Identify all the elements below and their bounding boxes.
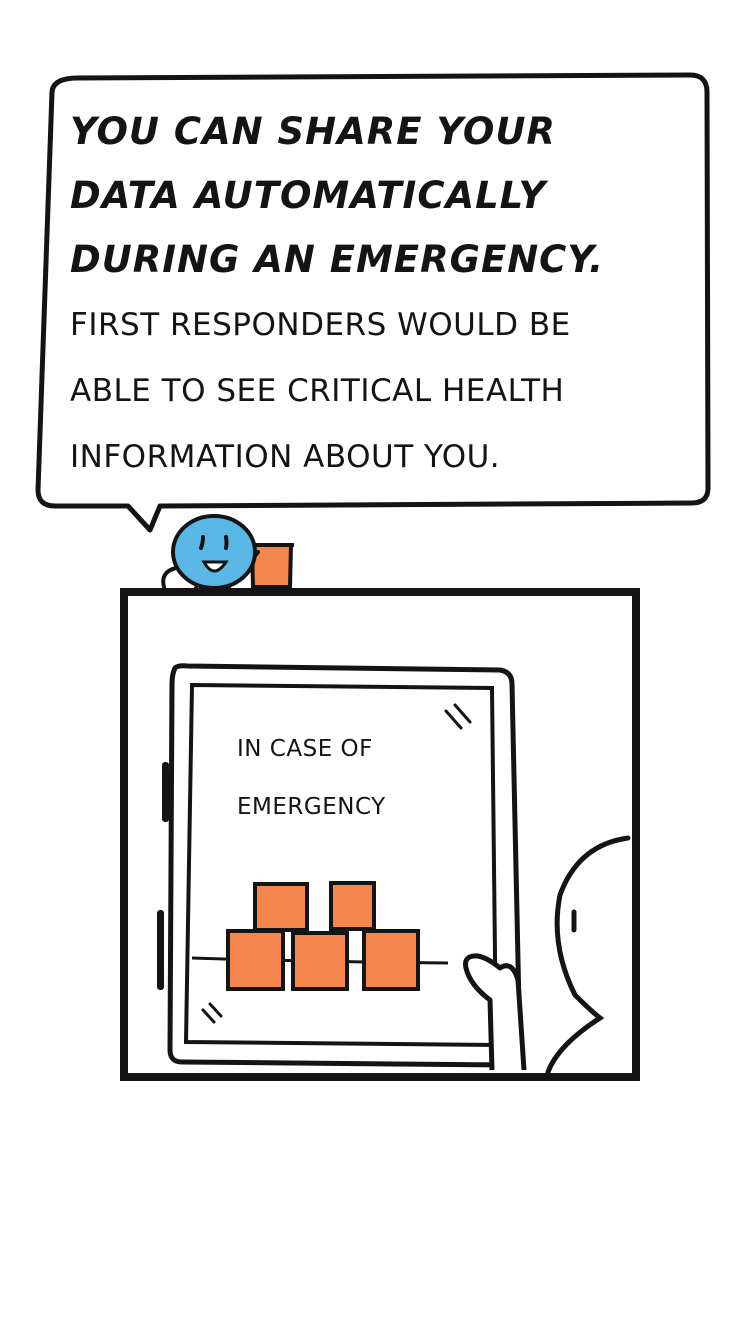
body-line-3: INFORMATION ABOUT YOU. [70,439,501,475]
headline-line-3: DURING AN EMERGENCY. [70,238,605,281]
tablet-screen-text: IN CASE OF EMERGENCY [237,720,386,836]
person-figure [463,835,631,1075]
headline-line-1: YOU CAN SHARE YOUR [70,110,556,153]
block [291,931,349,991]
block [253,882,309,932]
block [329,881,376,931]
body-line-2: ABLE TO SEE CRITICAL HEALTH [70,373,565,409]
stacked-blocks-graphic [191,881,449,991]
headline-line-2: DATA AUTOMATICALLY [70,174,547,217]
body-line-1: FIRST RESPONDERS WOULD BE [70,307,571,343]
block [362,929,420,991]
block [226,929,285,991]
orange-cup [249,543,294,589]
screen-line-2: EMERGENCY [237,794,386,820]
speech-bubble [35,72,711,533]
screen-line-1: IN CASE OF [237,736,373,762]
speech-bubble-text: YOU CAN SHARE YOUR DATA AUTOMATICALLY DU… [70,100,710,490]
